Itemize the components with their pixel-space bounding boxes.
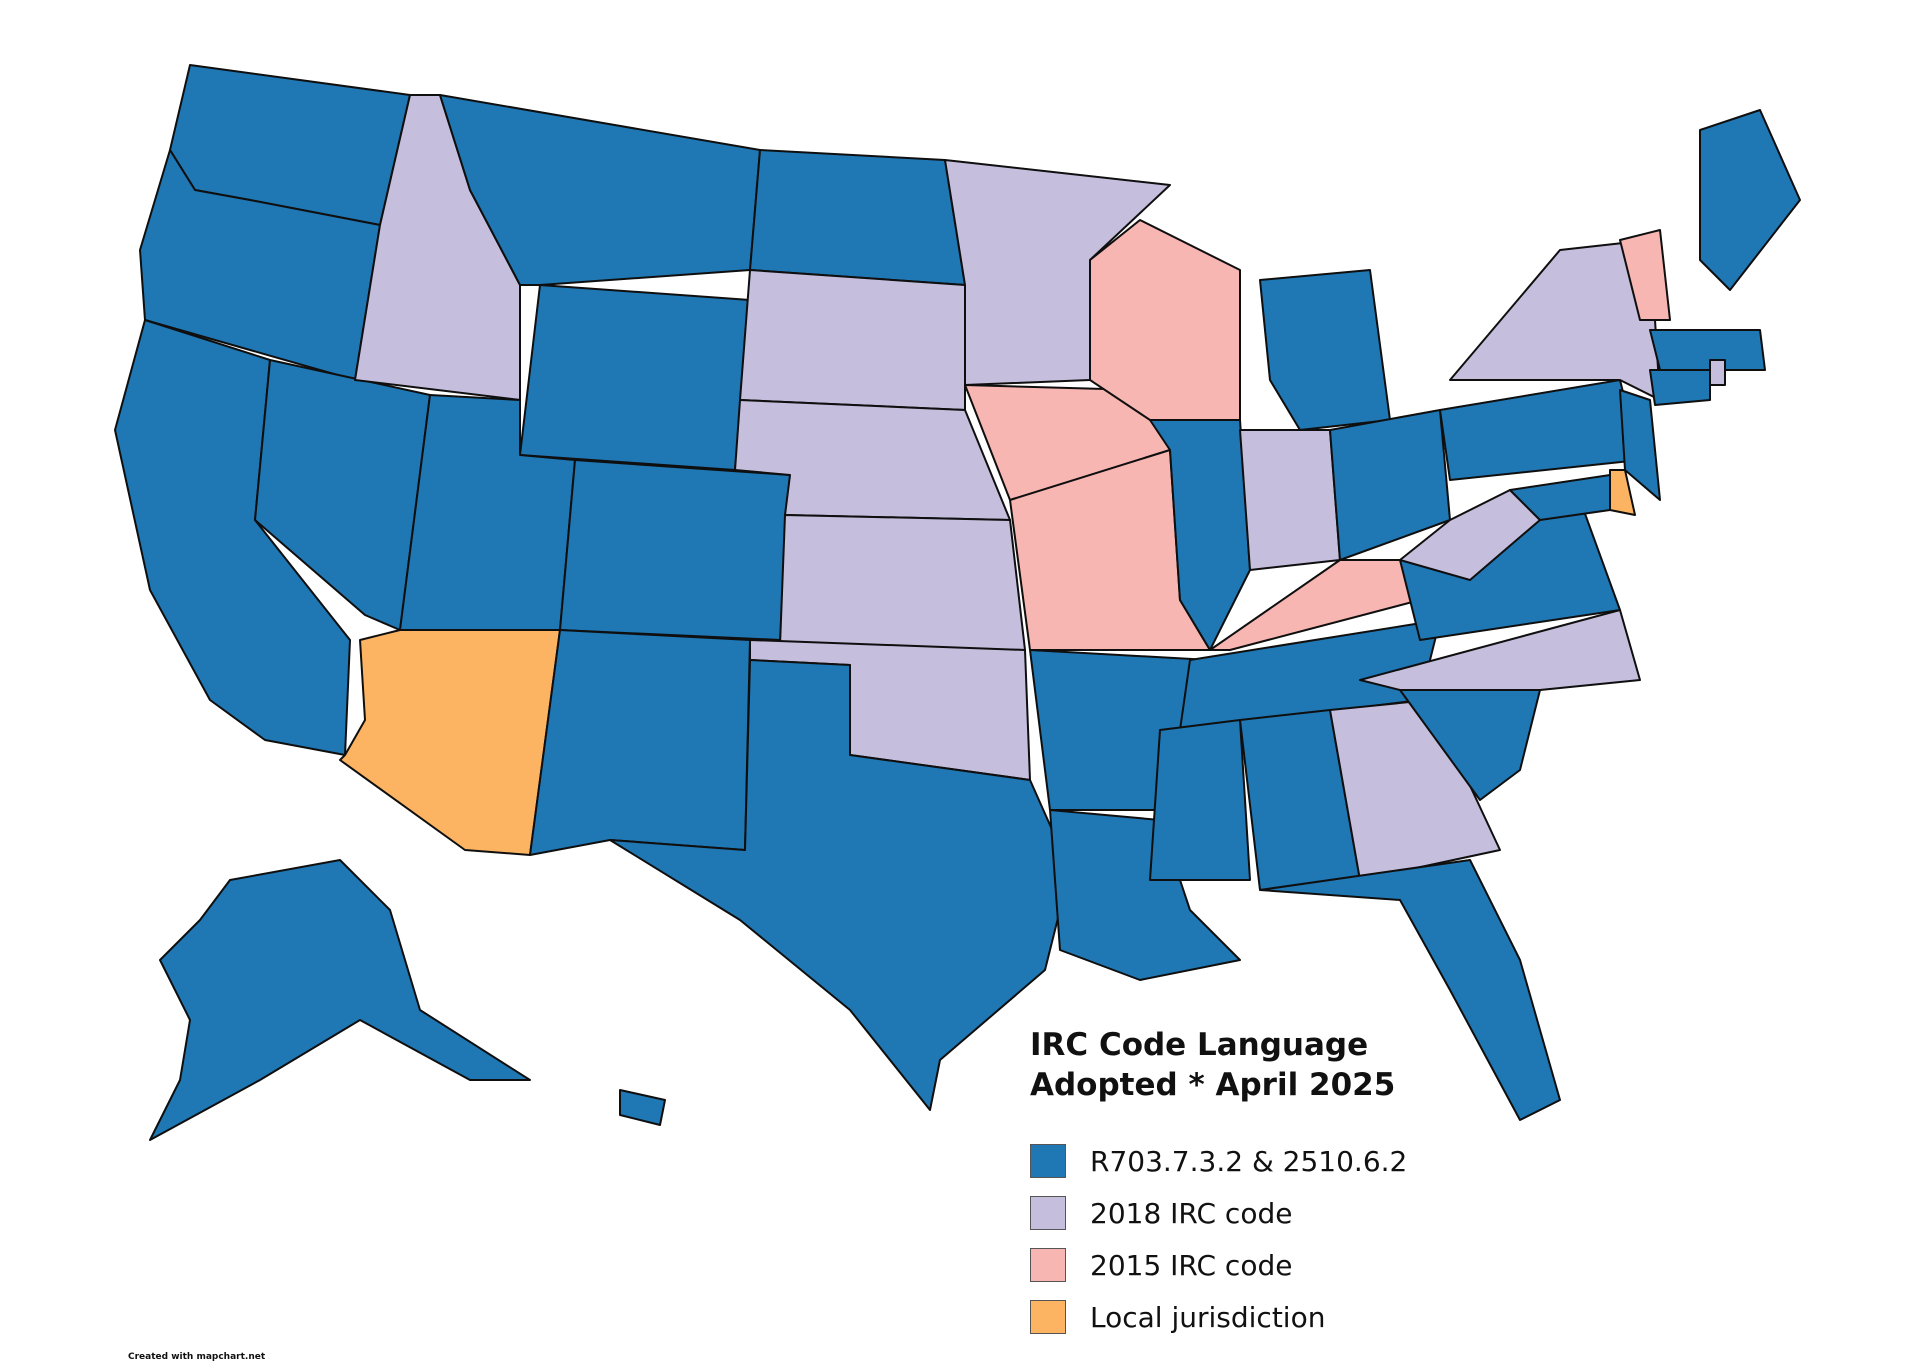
state-rhode-island [1709, 359, 1726, 386]
state-wyoming [519, 284, 751, 471]
legend-label-local: Local jurisdiction [1090, 1300, 1326, 1334]
state-hawaii [619, 1089, 666, 1126]
state-pennsylvania [1439, 379, 1641, 481]
legend: IRC Code Language Adopted * April 2025 R… [1030, 1025, 1407, 1343]
state-north-carolina [1359, 609, 1641, 691]
state-texas [609, 659, 1071, 1111]
legend-swatch-2018 [1030, 1196, 1066, 1230]
state-north-dakota [749, 149, 966, 286]
legend-label-2015: 2015 IRC code [1090, 1248, 1293, 1282]
state-colorado [559, 459, 791, 641]
legend-item-local: Local jurisdiction [1030, 1291, 1407, 1343]
legend-swatch-r703 [1030, 1144, 1066, 1178]
state-south-dakota [739, 269, 966, 411]
state-maine [1699, 109, 1801, 291]
legend-swatch-local [1030, 1300, 1066, 1334]
legend-title-line-1: IRC Code Language [1030, 1027, 1369, 1063]
state-florida [1259, 859, 1561, 1121]
state-massachusetts [1649, 329, 1766, 371]
state-vermont [1619, 229, 1671, 321]
legend-label-2018: 2018 IRC code [1090, 1196, 1293, 1230]
state-connecticut [1649, 369, 1711, 406]
state-nevada [254, 359, 431, 631]
state-maryland [1509, 474, 1611, 521]
legend-item-2015: 2015 IRC code [1030, 1239, 1407, 1291]
state-new-mexico [529, 629, 751, 856]
legend-swatch-2015 [1030, 1248, 1066, 1282]
mapchart-credit: Created with mapchart.net [128, 1352, 266, 1362]
legend-item-2018: 2018 IRC code [1030, 1187, 1407, 1239]
state-michigan [1259, 269, 1391, 431]
legend-item-r703: R703.7.3.2 & 2510.6.2 [1030, 1135, 1407, 1187]
state-new-jersey [1619, 389, 1661, 501]
state-georgia [1329, 699, 1501, 881]
state-wisconsin [1089, 219, 1241, 421]
state-delaware [1609, 469, 1636, 516]
state-mississippi [1149, 719, 1251, 881]
state-kansas [779, 514, 1026, 651]
state-indiana [1239, 429, 1341, 571]
legend-label-r703: R703.7.3.2 & 2510.6.2 [1090, 1144, 1408, 1178]
state-arizona [339, 629, 561, 856]
legend-title-line-2: Adopted * April 2025 [1030, 1067, 1396, 1103]
state-alaska [149, 859, 531, 1141]
